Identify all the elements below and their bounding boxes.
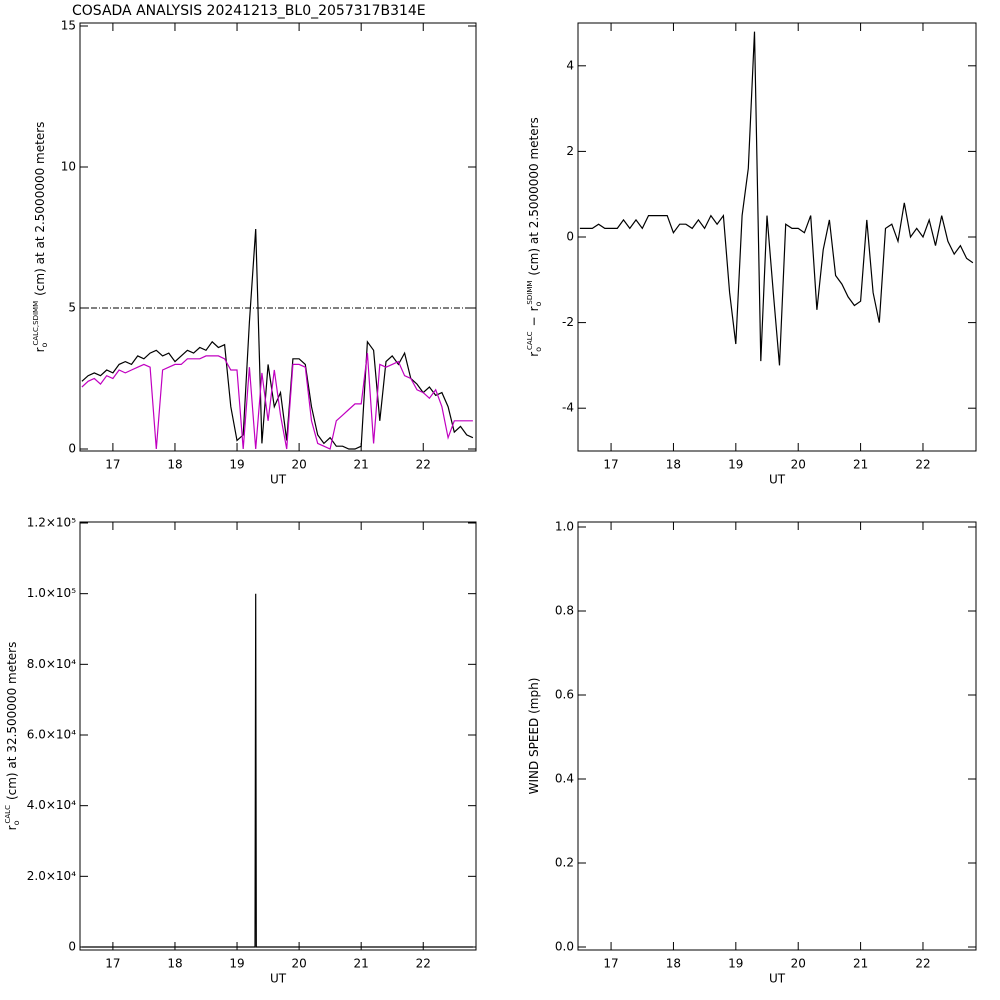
x-tick-label: 17 xyxy=(105,458,120,472)
y-tick-label: -4 xyxy=(562,401,574,415)
x-tick-label: 17 xyxy=(603,458,618,472)
y-axis-label-sup: SDIMM xyxy=(526,281,534,305)
y-axis-label-sub: o xyxy=(534,347,543,352)
y-axis-label-sup: CALC xyxy=(526,331,534,350)
y-tick-label: 0.0 xyxy=(555,940,574,954)
y-tick-label: 0 xyxy=(68,442,76,456)
y-tick-label: 2.0×10⁴ xyxy=(27,869,76,883)
y-axis-label-text: (cm) at 32.500000 meters xyxy=(5,642,19,800)
y-axis-label-sub: o xyxy=(12,820,21,825)
y-tick-label: 0 xyxy=(68,940,76,954)
y-axis-label-text: − xyxy=(527,316,541,326)
y-axis-label-sub: o xyxy=(534,301,543,306)
x-tick-label: 19 xyxy=(728,957,743,971)
y-tick-label: 0.8 xyxy=(555,604,574,618)
y-axis-label-text: (cm) at 2.5000000 meters xyxy=(527,117,541,275)
plot-frame xyxy=(577,521,977,951)
x-tick-label: 17 xyxy=(603,957,618,971)
y-axis-label-sup: CALC,SDIMM xyxy=(32,301,40,346)
y-axis-label: roCALC−roSDIMM(cm) at 2.5000000 meters xyxy=(526,117,543,357)
y-tick-label: 0.4 xyxy=(555,772,574,786)
x-tick-label: 17 xyxy=(105,957,120,971)
y-tick-label: 4 xyxy=(566,58,574,72)
x-tick-label: 20 xyxy=(291,458,306,472)
y-tick-label: 0 xyxy=(566,230,574,244)
x-tick-label: 20 xyxy=(791,458,806,472)
x-tick-label: 19 xyxy=(229,957,244,971)
data-line xyxy=(81,228,474,450)
y-tick-label: 1.2×10⁵ xyxy=(27,516,76,530)
y-axis-label: roCALC (cm) at 32.500000 meters xyxy=(4,642,21,831)
x-axis-label: UT xyxy=(270,473,287,487)
x-tick-label: 21 xyxy=(354,458,369,472)
data-line xyxy=(81,593,473,948)
data-line xyxy=(579,31,974,366)
x-tick-label: 21 xyxy=(354,957,369,971)
y-axis-label-symbol: r xyxy=(33,347,47,352)
x-tick-label: 22 xyxy=(915,458,930,472)
x-axis-label: UT xyxy=(769,473,786,487)
plot-frame xyxy=(79,22,477,452)
y-axis-label-text: WIND SPEED (mph) xyxy=(527,678,541,795)
x-tick-label: 18 xyxy=(167,957,182,971)
data-line xyxy=(81,353,473,450)
y-tick-label: 1.0 xyxy=(555,520,574,534)
x-tick-label: 22 xyxy=(915,957,930,971)
y-axis-label-symbol: r xyxy=(527,306,541,311)
chart-title: COSADA ANALYSIS 20241213_BL0_2057317B314… xyxy=(72,3,426,19)
y-tick-label: 8.0×10⁴ xyxy=(27,657,76,671)
x-tick-label: 21 xyxy=(853,957,868,971)
y-axis-label-symbol: r xyxy=(5,825,19,830)
y-axis-label: roCALC,SDIMM (cm) at at 2.5000000 meters xyxy=(32,122,49,353)
x-tick-label: 20 xyxy=(291,957,306,971)
x-tick-label: 18 xyxy=(666,957,681,971)
y-axis-label-text: (cm) at at 2.5000000 meters xyxy=(33,122,47,296)
y-axis-label-sub: o xyxy=(40,342,49,347)
y-tick-label: -2 xyxy=(562,315,574,329)
y-tick-label: 0.6 xyxy=(555,688,574,702)
y-tick-label: 2 xyxy=(566,144,574,158)
y-axis-label-symbol: r xyxy=(527,352,541,357)
x-tick-label: 22 xyxy=(416,957,431,971)
y-tick-label: 5 xyxy=(68,301,76,315)
x-tick-label: 22 xyxy=(416,458,431,472)
x-axis-label: UT xyxy=(769,972,786,986)
x-tick-label: 21 xyxy=(853,458,868,472)
y-tick-label: 0.2 xyxy=(555,856,574,870)
x-tick-label: 19 xyxy=(229,458,244,472)
y-tick-label: 4.0×10⁴ xyxy=(27,798,76,812)
y-axis-label: WIND SPEED (mph) xyxy=(527,678,541,795)
y-axis-label-sup: CALC xyxy=(4,805,12,824)
y-tick-label: 15 xyxy=(61,19,76,33)
plot-frame xyxy=(79,521,477,951)
y-tick-label: 10 xyxy=(61,160,76,174)
x-axis-label: UT xyxy=(270,972,287,986)
x-tick-label: 18 xyxy=(167,458,182,472)
y-tick-label: 6.0×10⁴ xyxy=(27,728,76,742)
y-tick-label: 1.0×10⁵ xyxy=(27,586,76,600)
x-tick-label: 20 xyxy=(791,957,806,971)
x-tick-label: 18 xyxy=(666,458,681,472)
x-tick-label: 19 xyxy=(728,458,743,472)
